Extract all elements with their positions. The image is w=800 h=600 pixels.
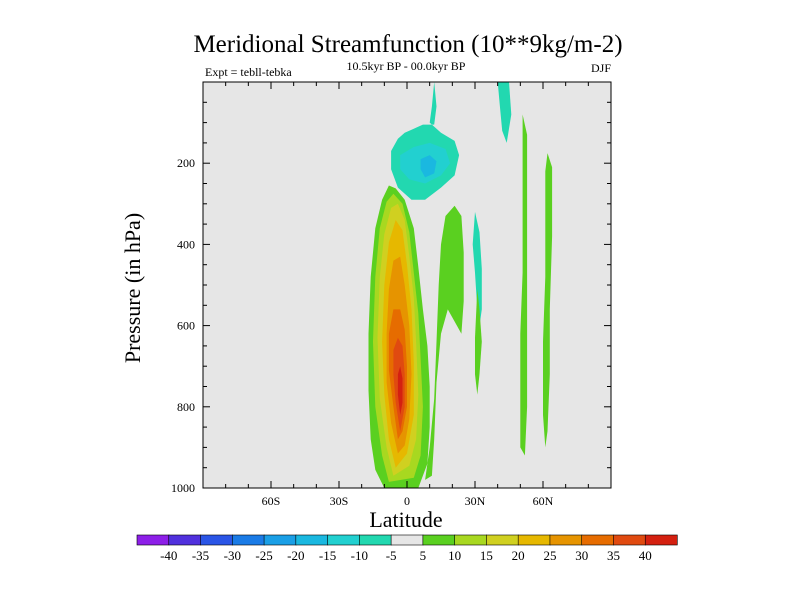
chart-subtitle: 10.5kyr BP - 00.0kyr BP <box>347 59 466 73</box>
colorbar-swatch <box>390 534 424 546</box>
plot-frame <box>202 81 612 489</box>
negative-cell-upper-level-15 <box>420 155 437 178</box>
colorbar-swatch <box>644 534 678 546</box>
colorbar: -40 -35 -30 -25 -20 -15 -10 -5 5 10 15 20 25 30 35 40 <box>136 534 678 563</box>
colorbar-swatch <box>327 534 360 546</box>
y-axis-label: Pressure (in hPa) <box>120 213 145 363</box>
northern-column-top-negative-level-5 <box>497 82 512 143</box>
colorbar-label: -35 <box>192 548 209 563</box>
colorbar-label: -25 <box>255 548 272 563</box>
chart-title: Meridional Streamfunction (10**9kg/m-2) <box>193 31 622 58</box>
colorbar-swatch <box>359 534 392 546</box>
colorbar-swatch <box>422 534 456 546</box>
subtropical-band-negative-level-5 <box>472 211 482 326</box>
axis-ticks: 60S 30S 0 30N 60N 200 400 600 800 1000 <box>171 81 612 508</box>
contour-regions <box>368 82 553 488</box>
experiment-label: Expt = tebll-tebka <box>205 65 292 79</box>
positive-cell-level-40 <box>397 366 403 415</box>
far-northern-band-level-5 <box>543 153 553 448</box>
colorbar-label: -10 <box>351 548 368 563</box>
colorbar-label: 35 <box>607 548 620 563</box>
colorbar-label: 25 <box>543 548 556 563</box>
y-tick-label: 800 <box>177 400 195 414</box>
colorbar-label: 30 <box>575 548 588 563</box>
colorbar-swatch <box>263 534 297 546</box>
y-tick-label: 200 <box>177 156 195 170</box>
colorbar-label: -5 <box>386 548 397 563</box>
season-label: DJF <box>591 61 611 75</box>
colorbar-label: 40 <box>639 548 652 563</box>
colorbar-label: 5 <box>420 548 427 563</box>
x-tick-label: 30S <box>330 494 349 508</box>
colorbar-label: -20 <box>287 548 304 563</box>
colorbar-swatch <box>231 534 265 546</box>
colorbar-swatch <box>486 534 519 546</box>
colorbar-swatch <box>200 534 233 546</box>
right-of-equator-level-5 <box>425 205 464 480</box>
northern-band-level-5 <box>520 114 528 456</box>
colorbar-label: 15 <box>480 548 493 563</box>
colorbar-label: -15 <box>319 548 336 563</box>
y-tick-label: 1000 <box>171 481 195 495</box>
x-tick-label: 0 <box>404 494 410 508</box>
colorbar-swatch <box>295 534 329 546</box>
colorbar-label: -40 <box>160 548 177 563</box>
y-tick-label: 400 <box>177 237 195 251</box>
colorbar-swatch <box>581 534 615 546</box>
x-tick-label: 60S <box>262 494 281 508</box>
colorbar-swatch <box>168 534 202 546</box>
colorbar-label: 20 <box>512 548 525 563</box>
colorbar-swatch <box>517 534 551 546</box>
colorbar-swatch <box>549 534 583 546</box>
colorbar-label: -30 <box>224 548 241 563</box>
x-tick-label: 30N <box>465 494 486 508</box>
colorbar-swatch <box>454 534 488 546</box>
subtropical-band-positive-level-5 <box>475 289 482 395</box>
colorbar-swatch <box>136 534 170 546</box>
y-tick-label: 600 <box>177 319 195 333</box>
x-axis-label: Latitude <box>369 507 442 532</box>
colorbar-label: 10 <box>448 548 461 563</box>
colorbar-swatch <box>613 534 646 546</box>
x-tick-label: 60N <box>533 494 554 508</box>
